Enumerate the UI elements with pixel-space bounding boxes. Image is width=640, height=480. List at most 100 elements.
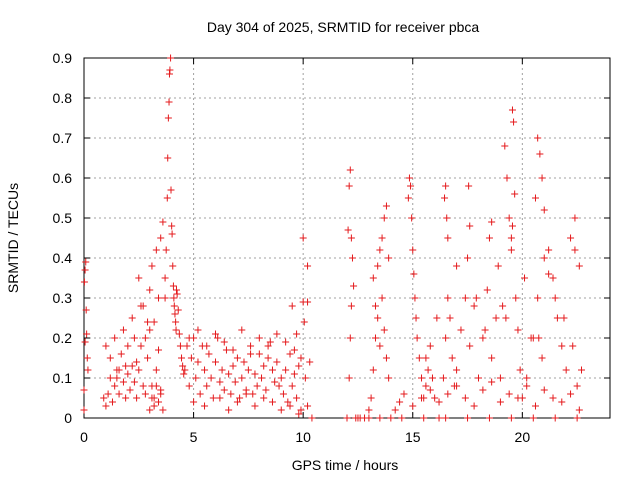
data-point bbox=[128, 362, 136, 370]
data-point bbox=[465, 182, 473, 190]
x-axis: 0 5 10 15 20 bbox=[80, 58, 530, 445]
data-point bbox=[558, 342, 566, 350]
data-point bbox=[470, 302, 478, 310]
y-tick-label: 0.7 bbox=[53, 130, 73, 146]
data-point bbox=[444, 294, 452, 302]
data-point bbox=[249, 390, 257, 398]
data-point bbox=[444, 234, 452, 242]
data-point bbox=[502, 314, 510, 322]
data-point bbox=[494, 262, 502, 270]
y-tick-label: 0.2 bbox=[53, 330, 73, 346]
data-point bbox=[100, 394, 108, 402]
data-point bbox=[412, 314, 420, 322]
data-point bbox=[171, 310, 179, 318]
data-point bbox=[284, 398, 292, 406]
data-point bbox=[264, 342, 272, 350]
data-point bbox=[573, 382, 581, 390]
data-point bbox=[80, 386, 88, 394]
y-tick-label: 0.3 bbox=[53, 290, 73, 306]
data-point bbox=[124, 370, 132, 378]
data-point bbox=[115, 366, 123, 374]
data-point bbox=[159, 218, 167, 226]
data-point bbox=[168, 230, 176, 238]
data-point bbox=[538, 174, 546, 182]
data-point bbox=[81, 266, 89, 274]
data-point bbox=[218, 366, 226, 374]
data-point bbox=[155, 294, 163, 302]
data-point bbox=[133, 358, 141, 366]
data-point bbox=[410, 270, 418, 278]
data-point bbox=[442, 182, 450, 190]
data-point bbox=[396, 398, 404, 406]
data-point bbox=[84, 366, 92, 374]
data-point bbox=[128, 314, 136, 322]
data-point bbox=[347, 234, 355, 242]
data-point bbox=[485, 414, 493, 422]
data-point bbox=[545, 270, 553, 278]
data-point bbox=[549, 394, 557, 402]
data-point bbox=[485, 234, 493, 242]
data-point bbox=[167, 186, 175, 194]
data-point bbox=[308, 414, 316, 422]
data-point bbox=[400, 390, 408, 398]
data-point bbox=[411, 294, 419, 302]
data-point bbox=[152, 382, 160, 390]
data-point bbox=[380, 326, 388, 334]
data-point bbox=[152, 366, 160, 374]
data-point bbox=[238, 374, 246, 382]
data-point bbox=[470, 402, 478, 410]
data-point bbox=[216, 394, 224, 402]
x-tick-label: 5 bbox=[190, 429, 198, 445]
data-point bbox=[115, 390, 123, 398]
data-point bbox=[534, 134, 542, 142]
data-point bbox=[507, 246, 515, 254]
data-point bbox=[510, 118, 518, 126]
data-point bbox=[277, 374, 285, 382]
data-point bbox=[385, 254, 393, 262]
data-point bbox=[146, 326, 154, 334]
data-point bbox=[472, 294, 480, 302]
x-tick-label: 15 bbox=[405, 429, 421, 445]
data-point bbox=[238, 326, 246, 334]
data-point bbox=[264, 354, 272, 362]
data-point bbox=[137, 342, 145, 350]
data-point bbox=[139, 302, 147, 310]
data-point bbox=[133, 394, 141, 402]
data-point bbox=[144, 318, 152, 326]
data-point bbox=[562, 366, 570, 374]
data-point bbox=[293, 330, 301, 338]
data-point bbox=[348, 254, 356, 262]
data-point bbox=[288, 302, 296, 310]
data-point bbox=[203, 342, 211, 350]
data-point bbox=[225, 406, 233, 414]
data-point bbox=[150, 318, 158, 326]
data-point bbox=[343, 414, 351, 422]
data-point bbox=[529, 334, 537, 342]
data-point bbox=[512, 294, 520, 302]
data-point bbox=[242, 390, 250, 398]
data-point bbox=[496, 374, 504, 382]
data-point bbox=[464, 254, 472, 262]
data-point bbox=[262, 386, 270, 394]
y-tick-label: 0.9 bbox=[53, 50, 73, 66]
data-point bbox=[172, 286, 180, 294]
data-point bbox=[387, 414, 395, 422]
data-point bbox=[141, 390, 149, 398]
data-point bbox=[190, 398, 198, 406]
data-point bbox=[157, 234, 165, 242]
data-point bbox=[374, 314, 382, 322]
data-point bbox=[170, 294, 178, 302]
data-point bbox=[106, 374, 114, 382]
data-point bbox=[159, 406, 167, 414]
data-point bbox=[233, 398, 241, 406]
data-point bbox=[507, 234, 515, 242]
data-point bbox=[560, 314, 568, 322]
data-point bbox=[376, 246, 384, 254]
data-point bbox=[295, 362, 303, 370]
data-point bbox=[551, 294, 559, 302]
data-point bbox=[119, 326, 127, 334]
data-point bbox=[201, 366, 209, 374]
data-point bbox=[271, 378, 279, 386]
data-point bbox=[523, 374, 531, 382]
data-point bbox=[163, 194, 171, 202]
